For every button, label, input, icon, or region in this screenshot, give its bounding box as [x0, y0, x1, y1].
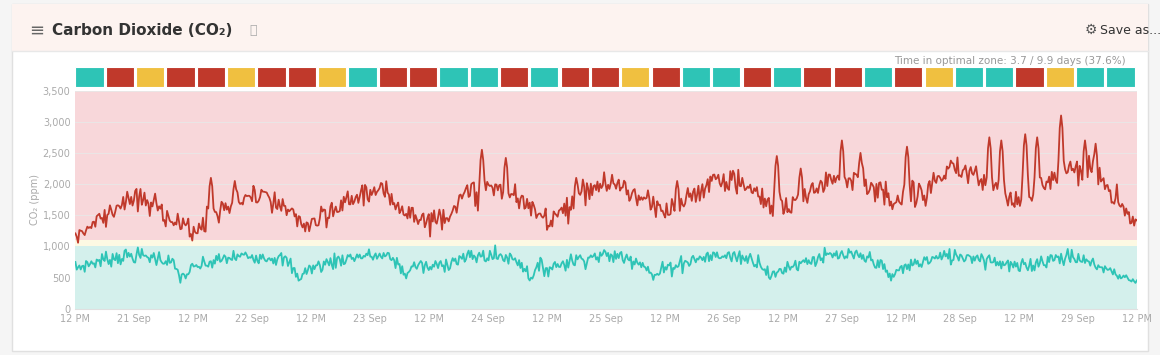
Text: ⓘ: ⓘ [249, 24, 256, 37]
Bar [560, 67, 589, 87]
Bar [682, 67, 710, 87]
Bar [75, 67, 103, 87]
Bar [712, 67, 740, 87]
Bar [985, 67, 1014, 87]
Bar [1046, 67, 1074, 87]
Bar [106, 67, 133, 87]
Text: ⚙: ⚙ [1085, 23, 1097, 37]
Bar [500, 67, 528, 87]
Bar [288, 67, 316, 87]
Bar [348, 67, 377, 87]
Bar [622, 67, 650, 87]
Bar [318, 67, 346, 87]
Bar [590, 67, 619, 87]
Bar [1107, 67, 1134, 87]
Text: ≡: ≡ [29, 21, 44, 39]
Bar [409, 67, 437, 87]
Bar [166, 67, 195, 87]
Bar [894, 67, 922, 87]
Bar [197, 67, 225, 87]
Bar [803, 67, 832, 87]
Bar [864, 67, 892, 87]
Bar [258, 67, 285, 87]
Text: Save as...  ▾: Save as... ▾ [1100, 24, 1160, 37]
Bar [1015, 67, 1044, 87]
Y-axis label: CO₂ (ppm): CO₂ (ppm) [30, 174, 39, 225]
Bar [773, 67, 802, 87]
Bar [834, 67, 862, 87]
Bar [378, 67, 407, 87]
Bar [955, 67, 983, 87]
Text: Time in optimal zone: 3.7 / 9.9 days (37.6%): Time in optimal zone: 3.7 / 9.9 days (37… [893, 56, 1125, 66]
Bar [227, 67, 255, 87]
Bar [925, 67, 952, 87]
Bar [1076, 67, 1104, 87]
Bar [470, 67, 498, 87]
Bar [75, 246, 1137, 309]
Bar [742, 67, 770, 87]
Bar [136, 67, 165, 87]
Bar [440, 67, 467, 87]
Bar [530, 67, 558, 87]
Bar [652, 67, 680, 87]
Bar [75, 91, 1137, 240]
Bar [75, 240, 1137, 246]
Text: Carbon Dioxide (CO₂): Carbon Dioxide (CO₂) [52, 23, 232, 38]
